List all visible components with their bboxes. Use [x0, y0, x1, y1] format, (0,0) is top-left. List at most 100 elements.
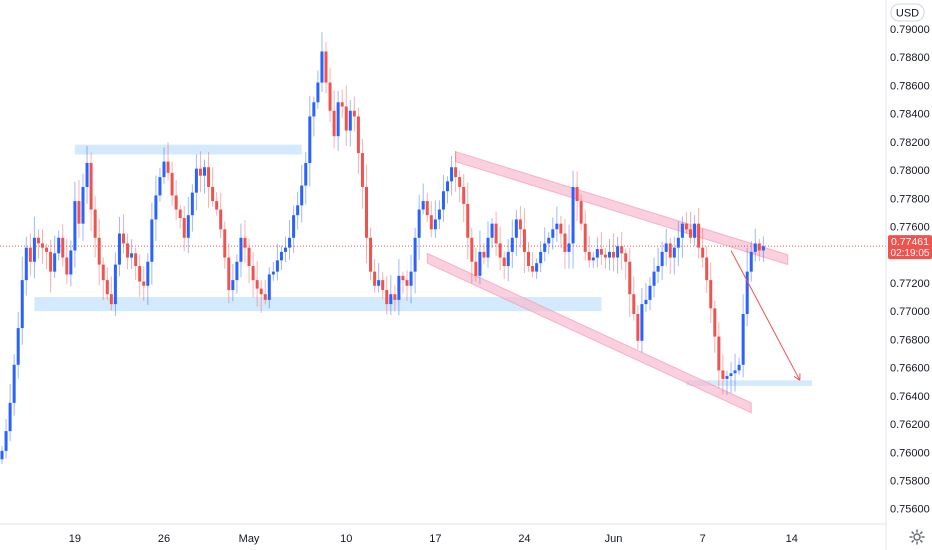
candle	[178, 204, 182, 229]
candle	[761, 236, 765, 262]
arrow-shaft[interactable]	[730, 250, 801, 381]
candle	[267, 267, 271, 309]
candle	[263, 279, 267, 305]
candle	[292, 205, 296, 254]
candle	[729, 362, 733, 394]
x-tick-label: 26	[158, 533, 170, 545]
candle	[628, 247, 632, 317]
candle	[450, 155, 454, 196]
candle	[684, 212, 688, 234]
candle	[304, 151, 308, 205]
time-axis: 19 26 May 10 17 24 Jun 7 14	[69, 533, 798, 545]
candle	[324, 41, 328, 94]
candle	[373, 258, 377, 293]
channel-upper[interactable]	[455, 151, 789, 266]
price-badge: 0.77461 02:19:05	[888, 235, 932, 260]
candle	[656, 247, 660, 284]
candle	[405, 270, 409, 301]
candle	[312, 96, 316, 137]
candle	[693, 215, 697, 246]
candle	[486, 221, 490, 268]
candle	[336, 90, 340, 151]
gear-icon[interactable]	[908, 528, 926, 546]
currency-pill[interactable]: USD	[890, 3, 925, 22]
candle	[587, 235, 591, 268]
candle	[510, 219, 514, 269]
candle	[563, 218, 567, 269]
candle	[16, 312, 20, 379]
candle	[279, 245, 283, 270]
candle	[190, 184, 194, 232]
candle	[352, 96, 356, 132]
candle	[676, 221, 680, 266]
x-tick-label: 10	[340, 533, 352, 545]
candle	[701, 228, 705, 268]
candle	[474, 247, 478, 282]
y-tick-label: 0.75600	[890, 504, 930, 516]
candle	[369, 227, 373, 281]
candle	[239, 223, 243, 278]
price-axis: 0.79000 0.78800 0.78600 0.78400 0.78200 0.780…	[890, 24, 930, 516]
candle	[49, 239, 53, 293]
channel-lower[interactable]	[426, 252, 752, 414]
y-tick-label: 0.78200	[890, 137, 930, 149]
candle	[753, 228, 757, 262]
candle	[219, 193, 223, 239]
candle	[340, 89, 344, 118]
candle	[583, 210, 587, 261]
candle	[105, 267, 109, 300]
candle	[207, 152, 211, 208]
y-tick-label: 0.78000	[890, 165, 930, 177]
x-tick-label: 19	[69, 533, 81, 545]
candle	[506, 239, 510, 282]
candle	[579, 194, 583, 231]
candle	[109, 276, 113, 311]
candle	[389, 275, 393, 316]
candle	[502, 251, 506, 280]
candle	[421, 183, 425, 215]
candle	[0, 446, 4, 465]
candle	[320, 32, 324, 92]
candle	[498, 226, 502, 271]
candle	[65, 238, 69, 285]
candle	[603, 247, 607, 269]
candle	[170, 161, 174, 206]
candle	[57, 230, 61, 261]
candle	[660, 242, 664, 281]
candle	[69, 240, 73, 287]
candle	[113, 252, 117, 316]
candle	[150, 202, 154, 285]
y-tick-label: 0.76200	[890, 419, 930, 431]
candle	[4, 418, 8, 459]
projection-arrow	[730, 250, 801, 381]
candle	[126, 233, 130, 270]
candle	[203, 159, 206, 194]
support-zone-1[interactable]	[74, 144, 302, 155]
candle	[555, 206, 559, 243]
candle	[595, 237, 599, 268]
support-zone-3[interactable]	[686, 380, 812, 386]
support-zone-2[interactable]	[34, 297, 602, 312]
candle	[300, 164, 304, 223]
y-tick-label: 0.76800	[890, 334, 930, 346]
candle	[441, 175, 445, 222]
candle	[713, 300, 717, 353]
candle	[93, 196, 97, 258]
candle	[608, 239, 611, 271]
candle	[547, 231, 551, 254]
y-tick-label: 0.78800	[890, 52, 930, 64]
candle	[215, 192, 219, 216]
candle	[446, 176, 449, 204]
candle	[527, 242, 530, 272]
candle	[672, 237, 676, 275]
candle	[648, 277, 652, 311]
candle	[308, 96, 312, 187]
candles-series	[0, 32, 765, 465]
candle	[182, 205, 186, 252]
candle	[344, 85, 348, 147]
candle	[275, 243, 279, 281]
candle	[81, 173, 85, 242]
x-tick-label: 14	[786, 533, 798, 545]
y-tick-label: 0.76000	[890, 447, 930, 459]
